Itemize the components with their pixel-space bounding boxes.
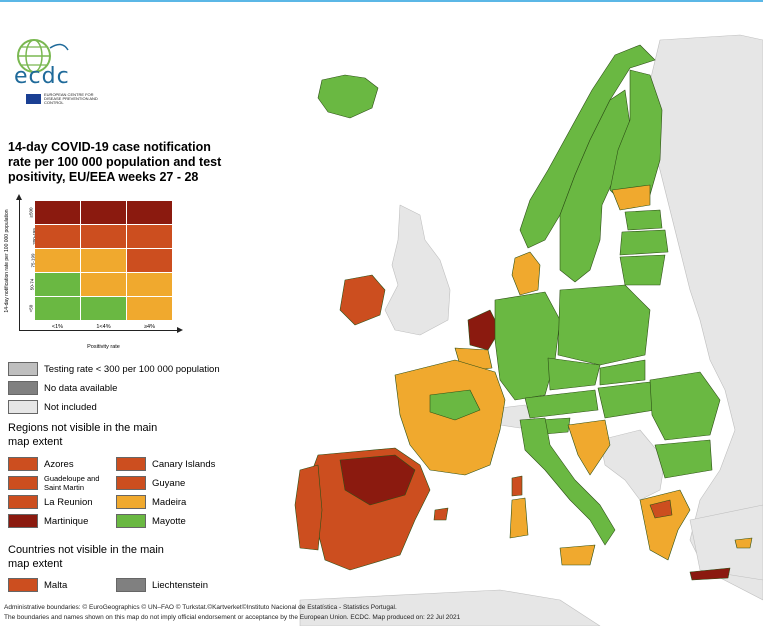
map-latvia	[619, 229, 669, 256]
legend-swatch-guyane	[116, 476, 146, 490]
map-crete	[689, 567, 731, 581]
map-poland	[557, 284, 651, 366]
map-cyprus-area	[734, 537, 753, 549]
top-accent-line	[0, 0, 763, 2]
legend-label-mayotte: Mayotte	[152, 516, 186, 527]
risk-matrix-cell	[81, 297, 126, 320]
map-turkey	[689, 504, 763, 581]
risk-matrix-cell	[81, 201, 126, 224]
risk-matrix-cell	[81, 273, 126, 296]
matrix-y-axis-label: 14-day notification rate per 100 000 pop…	[4, 209, 10, 313]
legend-label-martinique: Martinique	[44, 516, 89, 527]
map-finland-south	[611, 184, 651, 211]
legend-swatch-martinique	[8, 514, 38, 528]
logo-subtitle: EUROPEAN CENTRE FOR DISEASE PREVENTION A…	[44, 92, 98, 105]
map-balkans	[599, 429, 666, 501]
map-denmark	[511, 251, 541, 296]
risk-matrix-cell	[127, 201, 172, 224]
map-uk	[384, 204, 451, 336]
risk-matrix-cell	[35, 225, 80, 248]
risk-matrix-cell	[35, 273, 80, 296]
map-hungary	[597, 381, 656, 419]
legend-label-liechtenstein: Liechtenstein	[152, 580, 208, 591]
risk-matrix-grid	[35, 201, 172, 320]
risk-matrix-cell	[127, 225, 172, 248]
legend-swatch-mayotte	[116, 514, 146, 528]
map-netherlands	[467, 309, 501, 351]
legend-label-azores: Azores	[44, 459, 74, 470]
matrix-x-tick: ≥4%	[144, 324, 155, 330]
matrix-y-axis-label-wrap: 14-day notification rate per 100 000 pop…	[0, 196, 14, 332]
map-north-africa	[299, 589, 601, 626]
legend-swatch-testing-rate	[8, 362, 38, 376]
logo-wordmark: ecdc	[14, 64, 70, 89]
regions-section-header: Regions not visible in the main map exte…	[8, 422, 158, 448]
legend-swatch-la-reunion	[8, 495, 38, 509]
map-norway	[519, 44, 656, 249]
matrix-y-arrowhead-icon	[16, 194, 22, 200]
map-croatia	[567, 419, 611, 476]
map-lithuania	[619, 254, 666, 286]
risk-matrix-cell	[81, 225, 126, 248]
countries-section-header: Countries not visible in the main map ex…	[8, 544, 164, 570]
map-czechia	[547, 357, 601, 391]
map-romania	[649, 371, 721, 441]
legend-label-no-data: No data available	[44, 383, 118, 394]
map-balearic	[433, 507, 449, 521]
map-portugal	[294, 464, 323, 551]
map-sardinia	[509, 497, 529, 539]
ecdc-globe-icon	[17, 39, 69, 73]
risk-matrix-cell	[127, 297, 172, 320]
legend-swatch-azores	[8, 457, 38, 471]
legend-label-canary-islands: Canary Islands	[152, 459, 216, 470]
legend-swatch-liechtenstein	[116, 578, 146, 592]
risk-matrix-cell	[81, 249, 126, 272]
map-corsica	[511, 475, 523, 497]
map-bulgaria	[654, 439, 713, 479]
risk-matrix-cell	[35, 201, 80, 224]
risk-matrix-cell	[127, 273, 172, 296]
matrix-x-axis-label: Positivity rate	[87, 344, 120, 350]
matrix-x-arrowhead-icon	[177, 327, 183, 333]
legend-label-guyane: Guyane	[152, 478, 186, 489]
legend-label-madeira: Madeira	[152, 497, 187, 508]
eu-flag-icon	[26, 94, 41, 104]
map-italy	[519, 417, 616, 546]
legend-label-testing-rate: Testing rate < 300 per 100 000 populatio…	[44, 364, 220, 375]
map-france-center	[429, 389, 481, 421]
legend-swatch-canary-islands	[116, 457, 146, 471]
matrix-x-tick: 1<4%	[96, 324, 111, 330]
matrix-y-arrow	[19, 198, 20, 330]
risk-matrix-cell	[35, 297, 80, 320]
matrix-x-arrow	[19, 330, 179, 331]
map-greece	[639, 489, 691, 561]
map-estonia	[624, 209, 663, 231]
map-germany	[494, 291, 561, 401]
legend-swatch-madeira	[116, 495, 146, 509]
legend-label-guadeloupe: Guadeloupe and Saint Martin	[44, 474, 100, 492]
map-ireland	[339, 274, 386, 326]
legend-swatch-guadeloupe	[8, 476, 38, 490]
map-greece-north	[649, 499, 673, 519]
map-austria	[524, 389, 599, 419]
risk-matrix-cell	[127, 249, 172, 272]
legend-label-not-included: Not included	[44, 402, 97, 413]
legend-label-la-reunion: La Reunion	[44, 497, 93, 508]
legend-swatch-no-data	[8, 381, 38, 395]
map-iceland	[317, 74, 379, 119]
map-title: 14-day COVID-19 case notification rate p…	[8, 140, 222, 184]
legend-label-malta: Malta	[44, 580, 68, 591]
map-slovakia	[599, 359, 646, 386]
risk-matrix-cell	[35, 249, 80, 272]
legend-swatch-not-included	[8, 400, 38, 414]
map-spain-center	[339, 454, 416, 506]
matrix-x-tick: <1%	[51, 324, 64, 330]
footer-disclaimer: The boundaries and names shown on this m…	[4, 614, 461, 621]
footer-boundaries: Administrative boundaries: © EuroGeograp…	[4, 604, 397, 611]
map-russia-belarus	[647, 34, 763, 601]
map-sicily	[559, 544, 596, 566]
legend-swatch-malta	[8, 578, 38, 592]
